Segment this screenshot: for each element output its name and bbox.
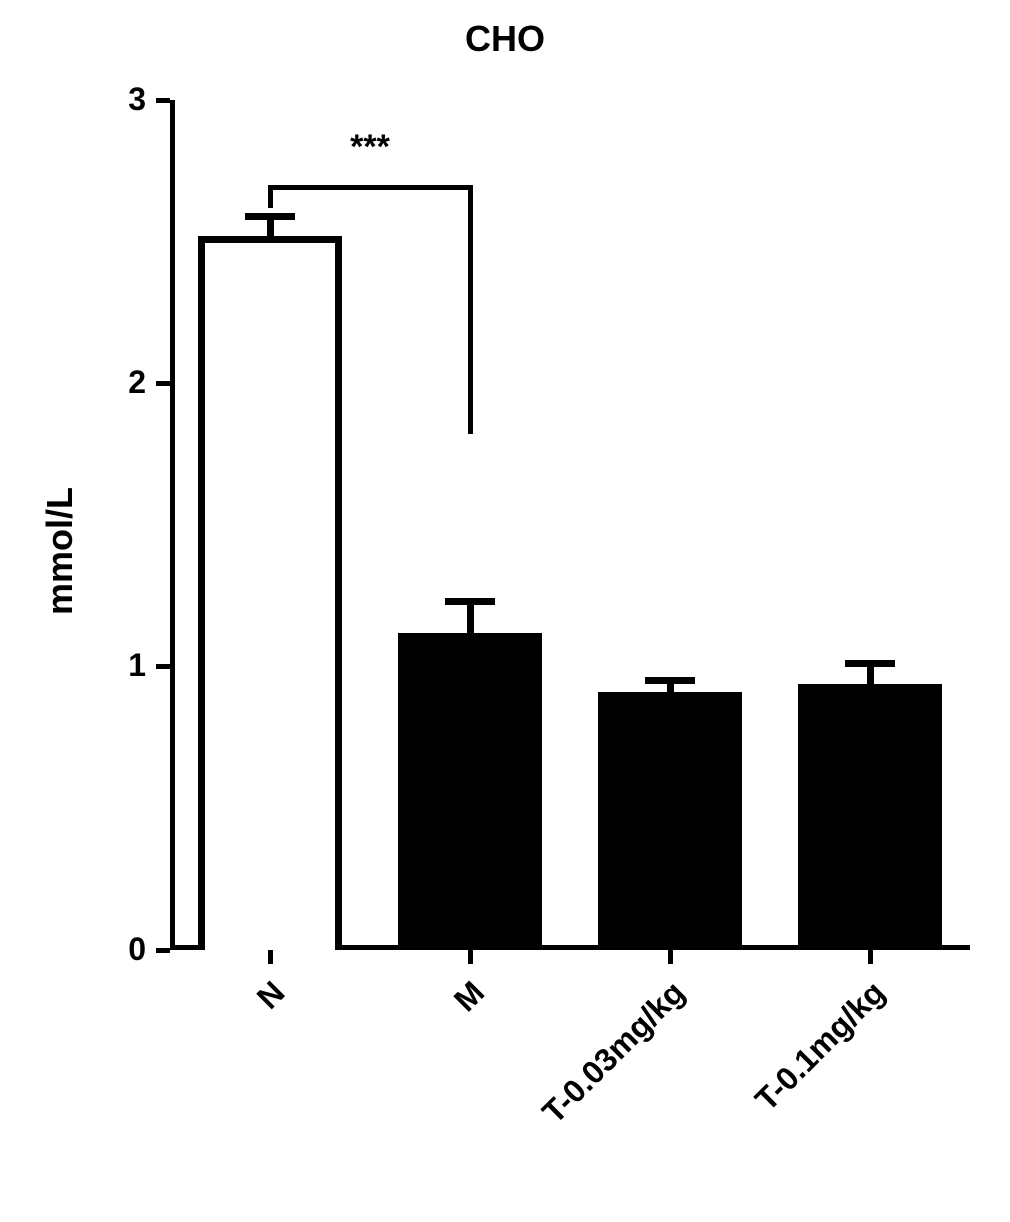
error-bar-cap bbox=[645, 677, 695, 684]
y-tick-label: 1 bbox=[86, 647, 146, 684]
chart-container: CHO mmol/L 0123NMT-0.03mg/kgT-0.1mg/kg**… bbox=[0, 0, 1010, 1222]
y-tick-label: 0 bbox=[86, 931, 146, 968]
x-tick-label: N bbox=[250, 974, 293, 1017]
y-tick bbox=[156, 664, 170, 669]
y-tick-label: 3 bbox=[86, 81, 146, 118]
significance-bracket-left bbox=[268, 185, 273, 208]
y-tick bbox=[156, 948, 170, 953]
bar bbox=[598, 692, 742, 950]
x-tick bbox=[268, 950, 273, 964]
significance-bracket-right bbox=[468, 185, 473, 434]
x-tick-label: M bbox=[447, 974, 492, 1019]
y-axis bbox=[170, 100, 175, 950]
x-tick bbox=[468, 950, 473, 964]
chart-title: CHO bbox=[0, 18, 1010, 60]
error-bar-cap bbox=[845, 660, 895, 667]
significance-label: *** bbox=[310, 128, 430, 167]
y-tick bbox=[156, 98, 170, 103]
x-tick bbox=[668, 950, 673, 964]
plot-area: 0123NMT-0.03mg/kgT-0.1mg/kg*** bbox=[170, 100, 970, 950]
x-tick-label: T-0.03mg/kg bbox=[535, 974, 692, 1131]
error-bar-cap bbox=[445, 598, 495, 605]
y-tick-label: 2 bbox=[86, 364, 146, 401]
error-bar-stem bbox=[467, 602, 474, 633]
bar bbox=[798, 684, 942, 950]
error-bar-cap bbox=[245, 213, 295, 220]
bar bbox=[198, 236, 342, 950]
y-axis-label: mmol/L bbox=[39, 401, 81, 701]
x-tick bbox=[868, 950, 873, 964]
y-tick bbox=[156, 381, 170, 386]
significance-bracket-top bbox=[268, 185, 473, 190]
bar bbox=[398, 633, 542, 950]
x-tick-label: T-0.1mg/kg bbox=[748, 974, 892, 1118]
